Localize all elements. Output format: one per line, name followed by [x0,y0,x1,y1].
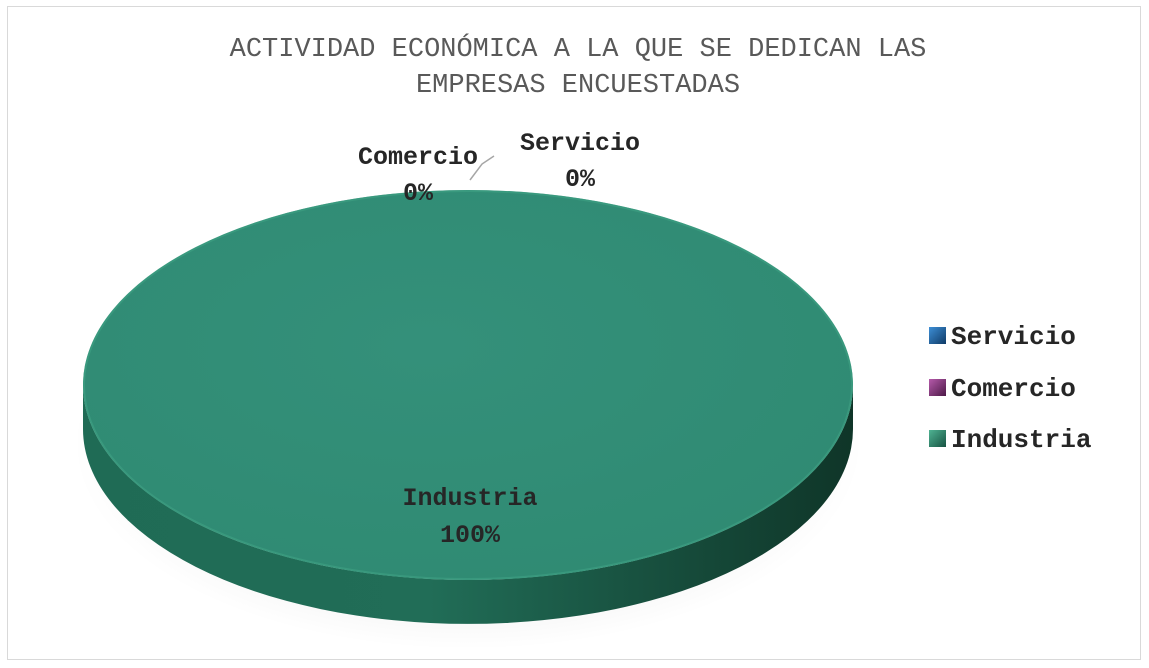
data-label-comercio-name: Comercio [358,143,478,172]
legend-swatch-servicio [929,327,946,344]
data-label-servicio-name: Servicio [520,129,640,158]
legend: Servicio Comercio Industria [929,322,1091,455]
data-label-industria-name: Industria [402,484,537,513]
legend-item-comercio[interactable]: Comercio [929,374,1076,404]
legend-label-industria: Industria [951,425,1091,455]
legend-swatch-industria [929,430,946,447]
legend-label-comercio: Comercio [951,374,1076,404]
data-label-industria-value: 100% [440,521,501,550]
chart-title-line-2: EMPRESAS ENCUESTADAS [416,71,740,101]
data-label-comercio-value: 0% [403,179,434,208]
data-label-servicio-value: 0% [565,165,596,194]
legend-swatch-comercio [929,379,946,396]
pie-slice-industria [83,190,853,580]
legend-label-servicio: Servicio [951,322,1076,352]
pie-slice-side-industria [83,385,853,624]
legend-item-servicio[interactable]: Servicio [929,322,1076,352]
legend-item-industria[interactable]: Industria [929,425,1091,455]
chart-title-line-1: ACTIVIDAD ECONÓMICA A LA QUE SE DEDICAN … [230,32,927,65]
pie-plot-area [73,190,863,650]
leader-line-comercio [469,155,495,181]
pie-rim-highlight [83,190,853,580]
